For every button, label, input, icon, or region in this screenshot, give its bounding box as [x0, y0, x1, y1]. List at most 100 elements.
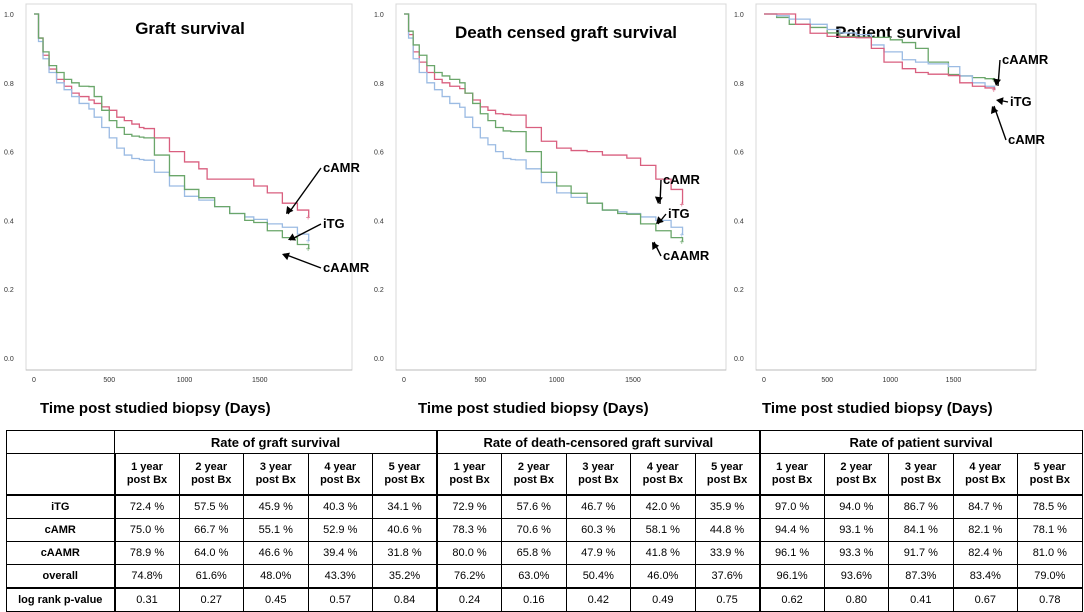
x-tick-label: 0	[762, 377, 766, 384]
table-cell: 96.1 %	[758, 541, 825, 565]
year-header: 5 year post Bx	[694, 453, 761, 496]
table-body: iTG 72.4 % 57.5 % 45.9 % 40.3 % 34.1 % 72.9 % 5…	[6, 494, 1083, 612]
y-tick-label: 0.6	[4, 150, 14, 157]
table-cell: 40.6 %	[372, 518, 438, 542]
year-header: 5 year post Bx	[1017, 453, 1083, 496]
y-tick-label: 0.8	[374, 81, 384, 88]
year-header: 4 year post Bx	[307, 453, 373, 496]
table-cell: 78.9 %	[113, 541, 180, 565]
table-row: cAAMR 78.9 % 64.0 % 46.6 % 39.4 % 31.8 % 80.0 …	[6, 541, 1083, 565]
x-tick-label: 1500	[946, 377, 962, 384]
table-cell: 64.0 %	[178, 541, 244, 565]
annotation-label: cAAMR	[663, 248, 710, 263]
table-cell: 0.42	[565, 587, 632, 612]
arrow-head	[282, 252, 290, 261]
annotation-label: cAMR	[1008, 132, 1045, 147]
table-cell: 44.8 %	[694, 518, 761, 542]
graft-survival-chart: 0.0 0.2 0.4 0.6 0.8 1.0 0 500 1000 1500 Graft surv…	[4, 3, 370, 384]
y-tick-label: 1.0	[4, 12, 14, 19]
year-header: 2 year post Bx	[501, 453, 567, 496]
year-header: 4 year post Bx	[630, 453, 696, 496]
plot-frame	[25, 3, 353, 371]
table-cell: 96.1%	[758, 564, 825, 589]
group-header-graft: Rate of graft survival	[114, 430, 438, 454]
table-cell: 0.67	[952, 587, 1019, 612]
x-tick-label: 1000	[177, 377, 193, 384]
y-tick-label: 1.0	[374, 12, 384, 19]
censor-mark-itg: +	[680, 231, 685, 240]
table-cell: 37.6%	[694, 564, 761, 589]
table-cell: 58.1 %	[630, 518, 696, 542]
arrow-head	[654, 196, 663, 204]
table-cell: 0.78	[1017, 587, 1083, 612]
graft-survival-panel: 0.0 0.2 0.4 0.6 0.8 1.0 0 500 1000 1500 Graft surv…	[0, 0, 370, 430]
chart-title: Graft survival	[135, 19, 245, 38]
table-cell: 33.9 %	[694, 541, 761, 565]
table-cell: 0.16	[501, 587, 567, 612]
table-cell: 34.1 %	[372, 494, 438, 519]
year-header: 1 year post Bx	[758, 453, 825, 496]
y-tick-label: 0.0	[734, 356, 744, 363]
table-cell: 80.0 %	[436, 541, 503, 565]
table-corner	[6, 453, 115, 496]
table-cell: 45.9 %	[243, 494, 309, 519]
plot-frame	[755, 3, 1037, 371]
annotation-arrow	[283, 253, 322, 269]
table-cell: 70.6 %	[501, 518, 567, 542]
table-cell: 60.3 %	[565, 518, 632, 542]
table-cell: 94.4 %	[758, 518, 825, 542]
year-header: 3 year post Bx	[243, 453, 309, 496]
table-cell: 82.4 %	[952, 541, 1019, 565]
annotation-arrow	[289, 223, 322, 241]
censor-mark-camr: +	[992, 85, 997, 94]
table-cell: 47.9 %	[565, 541, 632, 565]
chart-title: Death censed graft survival	[455, 23, 677, 42]
table-cell: 52.9 %	[307, 518, 373, 542]
year-header: 4 year post Bx	[952, 453, 1019, 496]
patient-survival-panel: 0.0 0.2 0.4 0.6 0.8 1.0 0 500 1000 1500 Patient su…	[734, 0, 1084, 430]
table-cell: 84.1 %	[888, 518, 954, 542]
table-corner	[6, 430, 115, 454]
table-cell: 0.27	[178, 587, 244, 612]
series-line-caamr	[404, 13, 684, 242]
table-cell: 84.7 %	[952, 494, 1019, 519]
table-cell: 41.8 %	[630, 541, 696, 565]
table-cell: 48.0%	[243, 564, 309, 589]
table-cell: 40.3 %	[307, 494, 373, 519]
table-cell: 50.4%	[565, 564, 632, 589]
x-tick-label: 500	[103, 377, 115, 384]
table-cell: 72.4 %	[113, 494, 180, 519]
year-header: 5 year post Bx	[372, 453, 438, 496]
row-label: cAMR	[6, 518, 115, 542]
table-cell: 0.45	[243, 587, 309, 612]
table-cell: 46.7 %	[565, 494, 632, 519]
table-cell: 0.49	[630, 587, 696, 612]
year-header: 2 year post Bx	[178, 453, 244, 496]
series-line-camr	[404, 13, 684, 204]
x-tick-label: 1500	[252, 377, 268, 384]
table-cell: 93.3 %	[823, 541, 890, 565]
table-cell: 97.0 %	[758, 494, 825, 519]
group-header-patient: Rate of patient survival	[758, 430, 1083, 454]
series-line-camr	[34, 13, 310, 217]
y-tick-label: 0.8	[4, 81, 14, 88]
table-cell: 0.75	[694, 587, 761, 612]
series-line-itg	[404, 13, 684, 235]
arrow-head	[288, 233, 297, 241]
table-cell: 83.4%	[952, 564, 1019, 589]
death-censored-panel: 0.0 0.2 0.4 0.6 0.8 1.0 0 500 1000 1500 Death cens…	[370, 0, 740, 430]
table-cell: 87.3%	[888, 564, 954, 589]
year-header: 2 year post Bx	[823, 453, 890, 496]
table-row: log rank p-value 0.31 0.27 0.45 0.57 0.84 0.24…	[6, 587, 1083, 612]
table-cell: 0.84	[372, 587, 438, 612]
x-tick-label: 500	[821, 377, 833, 384]
censor-mark-itg: +	[306, 237, 311, 246]
table-cell: 46.0%	[630, 564, 696, 589]
table-cell: 66.7 %	[178, 518, 244, 542]
series-line-caamr	[34, 13, 310, 249]
table-cell: 91.7 %	[888, 541, 954, 565]
year-header: 1 year post Bx	[113, 453, 180, 496]
y-tick-label: 0.2	[4, 287, 14, 294]
table-cell: 0.57	[307, 587, 373, 612]
